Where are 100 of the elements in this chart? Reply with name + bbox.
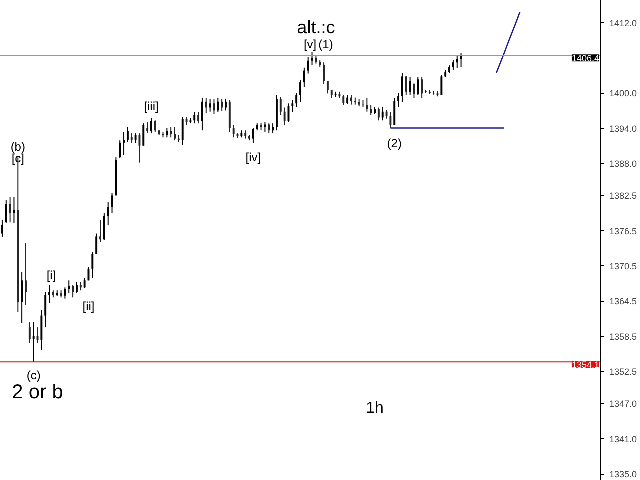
candlestick [103,212,106,241]
candlestick [142,123,145,146]
y-tick-label: 1347.0 [610,399,638,410]
candlestick [9,196,12,224]
candlestick [405,76,408,96]
candlestick [76,282,78,294]
candlestick [201,98,204,132]
candlestick [21,272,24,324]
annotation: (2) [387,136,402,151]
y-tick-label: 1394.0 [610,124,638,134]
candlestick [390,112,392,129]
candlestick [174,126,176,142]
candlestick [232,124,235,138]
candlestick [48,284,50,304]
candlestick [32,322,35,363]
candlestick [296,92,298,108]
annotation: 1h [366,400,384,417]
candlestick [326,80,329,94]
candlestick [150,118,152,134]
candlestick [303,67,306,88]
candlestick [366,98,368,112]
candlestick [452,60,454,71]
candlestick [292,100,294,113]
candlestick [264,122,266,133]
y-tick-label: 1352.5 [610,366,638,377]
y-tick-label: 1382.5 [610,191,638,202]
candlestick [134,133,137,144]
candlestick [166,128,168,138]
candlestick [138,133,141,164]
candlestick [198,112,200,124]
y-tick-label: 1358.5 [610,332,638,342]
candlestick [92,252,94,279]
candlestick [1,220,4,238]
candlestick [64,287,66,300]
candlestick [378,107,380,122]
ref-line-label: 1354.1 [572,360,600,370]
y-tick-label: 1376.5 [610,226,638,236]
candlestick [252,128,254,144]
candlestick [300,80,302,103]
candlestick [205,98,208,114]
y-tick-label: 1412.0 [610,18,638,28]
annotation: (b) [10,140,26,154]
annotation: (c) [26,368,41,383]
candlestick [209,98,212,112]
candlestick [409,76,412,96]
annotation: [i] [46,268,56,282]
candlestick [413,83,416,99]
candlestick [225,98,227,112]
candlestick [213,99,216,115]
y-tick-label: 1335.0 [610,470,638,480]
candlestick [217,98,220,113]
candlestick [421,76,424,99]
candlestick [25,242,27,306]
annotation: [iii] [144,100,159,114]
candlestick [268,123,270,134]
candlestick [456,55,458,69]
candlestick [130,133,133,144]
y-tick-label: 1341.0 [610,434,638,444]
candlestick [119,140,122,159]
y-tick-label: 1400.0 [610,88,638,99]
candlestick [440,75,443,96]
line-series [496,12,521,74]
candlestick [68,280,70,294]
candlestick [221,98,224,112]
candlestick [342,94,345,106]
candlestick [107,202,110,226]
annotation: alt.:c [297,17,336,38]
annotation: [ii] [82,299,95,314]
candlestick [170,126,172,138]
candlestick [194,112,196,124]
candlestick [154,120,156,133]
candlestick [72,284,74,298]
y-tick-label: 1370.5 [610,261,638,272]
y-tick-label: 1388.0 [610,158,638,169]
candlestick [126,126,129,143]
candlestick [417,76,420,96]
annotation: [iv] [246,150,262,165]
candlestick [84,278,86,289]
ref-line-label: 1406.4 [572,54,600,64]
candlestick [28,322,31,344]
candlestick [5,200,8,224]
candlestick [307,56,310,74]
candlestick [398,92,400,108]
candlestick [182,116,184,146]
candlestick [272,123,274,134]
candlestick [96,233,98,255]
y-tick-label: 1364.5 [610,296,638,307]
candlestick [284,107,286,126]
candlestick [280,96,282,116]
candlestick [323,62,326,85]
candlestick [401,72,404,103]
candlestick [123,132,126,156]
candlestick [350,94,352,106]
annotation: (1) [318,37,334,52]
candlestick [370,104,372,116]
candlestick [100,220,102,242]
annotation: [v] [304,37,317,52]
candlestick [44,292,47,328]
annotation: 2 or b [12,382,64,404]
candlestick [382,106,384,122]
